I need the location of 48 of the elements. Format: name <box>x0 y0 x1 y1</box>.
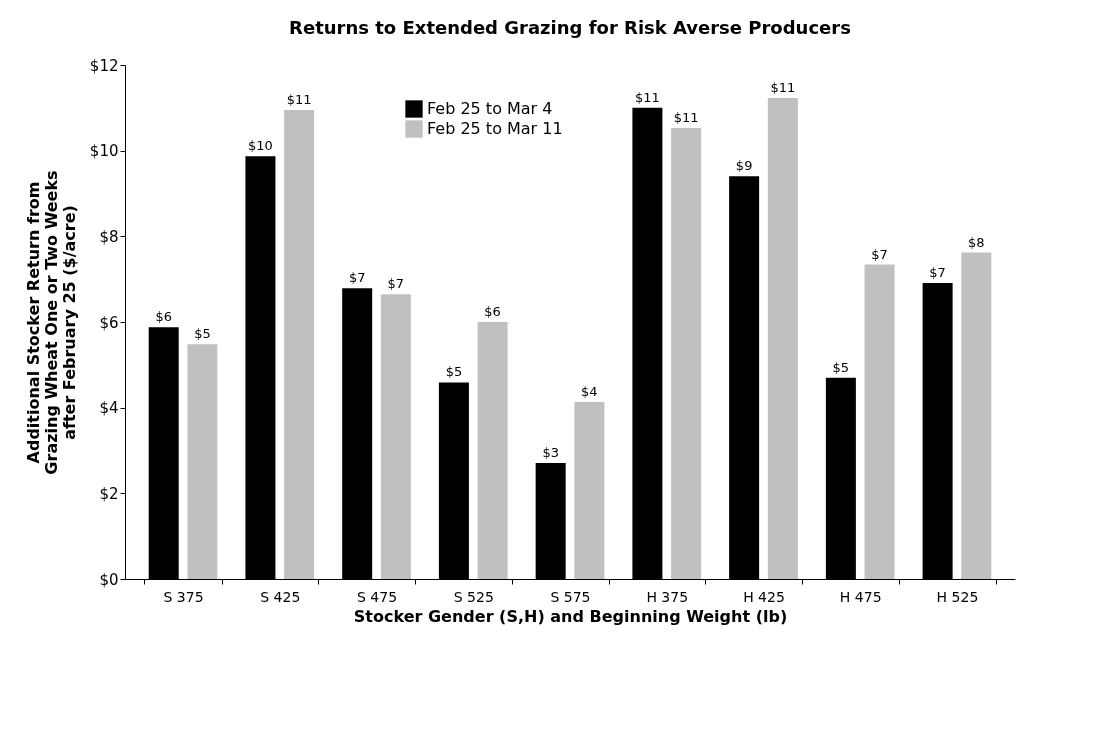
bar <box>961 252 992 579</box>
data-label: $11 <box>286 91 312 107</box>
x-axis-title: Stocker Gender (S,H) and Beginning Weight (lb) <box>353 606 788 626</box>
y-tick-label: $2 <box>99 484 119 503</box>
data-label: $11 <box>673 109 699 125</box>
y-tick-label: $4 <box>99 399 119 418</box>
bar <box>187 344 218 579</box>
chart-title: Returns to Extended Grazing for Risk Averse Producers <box>289 17 851 38</box>
data-label: $6 <box>155 309 172 325</box>
x-tick-label: S 425 <box>260 588 301 605</box>
legend-label: Feb 25 to Mar 4 <box>427 99 553 118</box>
x-tick-label: S 525 <box>453 588 494 605</box>
x-tick-label: S 375 <box>163 588 204 605</box>
y-tick-label: $6 <box>99 313 119 332</box>
x-tick-label: H 525 <box>936 588 979 605</box>
x-tick-label: H 375 <box>646 588 689 605</box>
bar <box>767 97 798 579</box>
data-label: $11 <box>770 79 796 95</box>
bar <box>671 127 702 579</box>
data-label: $10 <box>248 138 273 154</box>
x-tick-label: S 475 <box>356 588 398 605</box>
data-label: $6 <box>484 304 501 319</box>
bar <box>380 294 411 579</box>
data-label: $8 <box>968 234 985 250</box>
y-tick-label: $0 <box>99 570 119 589</box>
data-label: $7 <box>929 265 946 281</box>
y-tick-label: $12 <box>89 56 119 75</box>
data-label: $7 <box>348 270 366 286</box>
x-tick-label: H 425 <box>743 588 785 605</box>
bar <box>284 109 315 579</box>
bar <box>574 402 605 579</box>
data-label: $5 <box>445 364 463 380</box>
bar <box>864 264 895 579</box>
legend-label: Feb 25 to Mar 11 <box>427 119 563 138</box>
x-tick-label: H 475 <box>839 588 882 605</box>
data-label: $11 <box>634 89 660 105</box>
data-label: $4 <box>581 384 598 400</box>
data-label: $3 <box>542 444 559 460</box>
y-tick-label: $10 <box>89 142 119 161</box>
y-tick-label: $8 <box>99 227 119 246</box>
y-axis-title: Additional Stocker Return from Grazing Wheat One or Two Weeks after February 25 ($/acre) <box>23 170 79 475</box>
data-label: $5 <box>194 326 211 342</box>
data-label: $7 <box>871 246 888 262</box>
bar <box>477 322 508 579</box>
x-tick-label: S 575 <box>550 588 591 605</box>
data-label: $5 <box>832 359 850 375</box>
data-label: $9 <box>735 158 753 174</box>
data-label: $7 <box>387 276 405 292</box>
